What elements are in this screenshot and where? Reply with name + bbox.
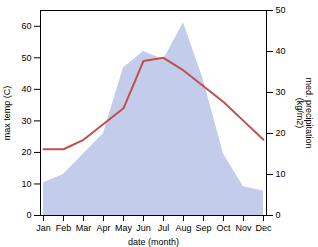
svg-text:60: 60 xyxy=(21,21,31,31)
svg-text:0: 0 xyxy=(276,210,281,220)
svg-text:30: 30 xyxy=(21,116,31,126)
svg-text:Nov: Nov xyxy=(235,223,252,233)
svg-text:20: 20 xyxy=(276,128,286,138)
svg-text:date (month): date (month) xyxy=(128,237,179,247)
svg-text:May: May xyxy=(115,223,133,233)
svg-text:Jul: Jul xyxy=(158,223,170,233)
svg-text:20: 20 xyxy=(21,147,31,157)
svg-text:10: 10 xyxy=(21,179,31,189)
svg-text:40: 40 xyxy=(21,84,31,94)
svg-text:50: 50 xyxy=(276,5,286,15)
svg-text:Feb: Feb xyxy=(56,223,72,233)
svg-text:med. precipitation(kg/m2): med. precipitation(kg/m2) xyxy=(295,77,314,148)
svg-text:Mar: Mar xyxy=(76,223,92,233)
svg-text:Dec: Dec xyxy=(255,223,272,233)
svg-text:Jan: Jan xyxy=(36,223,51,233)
svg-text:Apr: Apr xyxy=(96,223,110,233)
svg-text:50: 50 xyxy=(21,53,31,63)
svg-text:max temp (C): max temp (C) xyxy=(2,86,12,141)
svg-text:Jun: Jun xyxy=(136,223,151,233)
svg-text:10: 10 xyxy=(276,169,286,179)
svg-text:Sep: Sep xyxy=(195,223,211,233)
svg-text:40: 40 xyxy=(276,46,286,56)
svg-text:Aug: Aug xyxy=(175,223,191,233)
svg-text:30: 30 xyxy=(276,87,286,97)
svg-text:Oct: Oct xyxy=(216,223,231,233)
svg-text:0: 0 xyxy=(26,210,31,220)
